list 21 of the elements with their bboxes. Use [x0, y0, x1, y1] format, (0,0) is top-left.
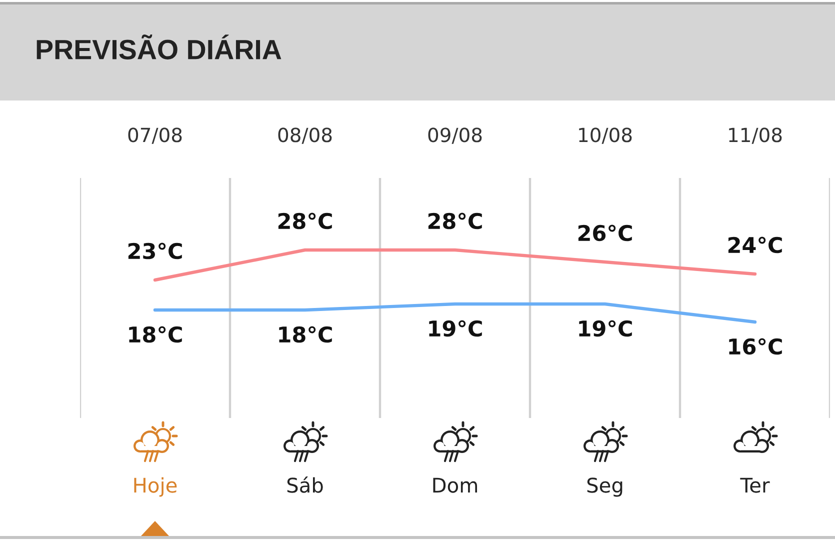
- data-label: 19°C: [579, 320, 632, 337]
- data-label: 18°C: [279, 326, 332, 343]
- x-tick-label: 10/08: [579, 128, 632, 144]
- x-tick-label: 08/08: [278, 128, 332, 144]
- data-label: 16°C: [729, 338, 782, 355]
- chart-title: PREVISÃO DIÁRIA: [36, 34, 282, 60]
- data-label: 18°C: [129, 326, 182, 343]
- x-tick-label: 07/08: [128, 128, 182, 144]
- data-label: 23°C: [128, 242, 182, 260]
- data-label: 28°C: [278, 212, 332, 230]
- text: Seg: [587, 478, 622, 497]
- data-label: 28°C: [428, 212, 482, 230]
- x-tick-label: 11/08: [729, 128, 782, 144]
- text: Hoje: [134, 477, 177, 497]
- text: Sáb: [287, 476, 323, 493]
- data-label: 24°C: [728, 236, 782, 254]
- data-label: 26°C: [578, 224, 632, 242]
- text: Dom: [433, 478, 478, 493]
- x-tick-label: 09/08: [428, 128, 482, 144]
- data-label: 19°C: [429, 320, 482, 337]
- text: Ter: [740, 478, 770, 493]
